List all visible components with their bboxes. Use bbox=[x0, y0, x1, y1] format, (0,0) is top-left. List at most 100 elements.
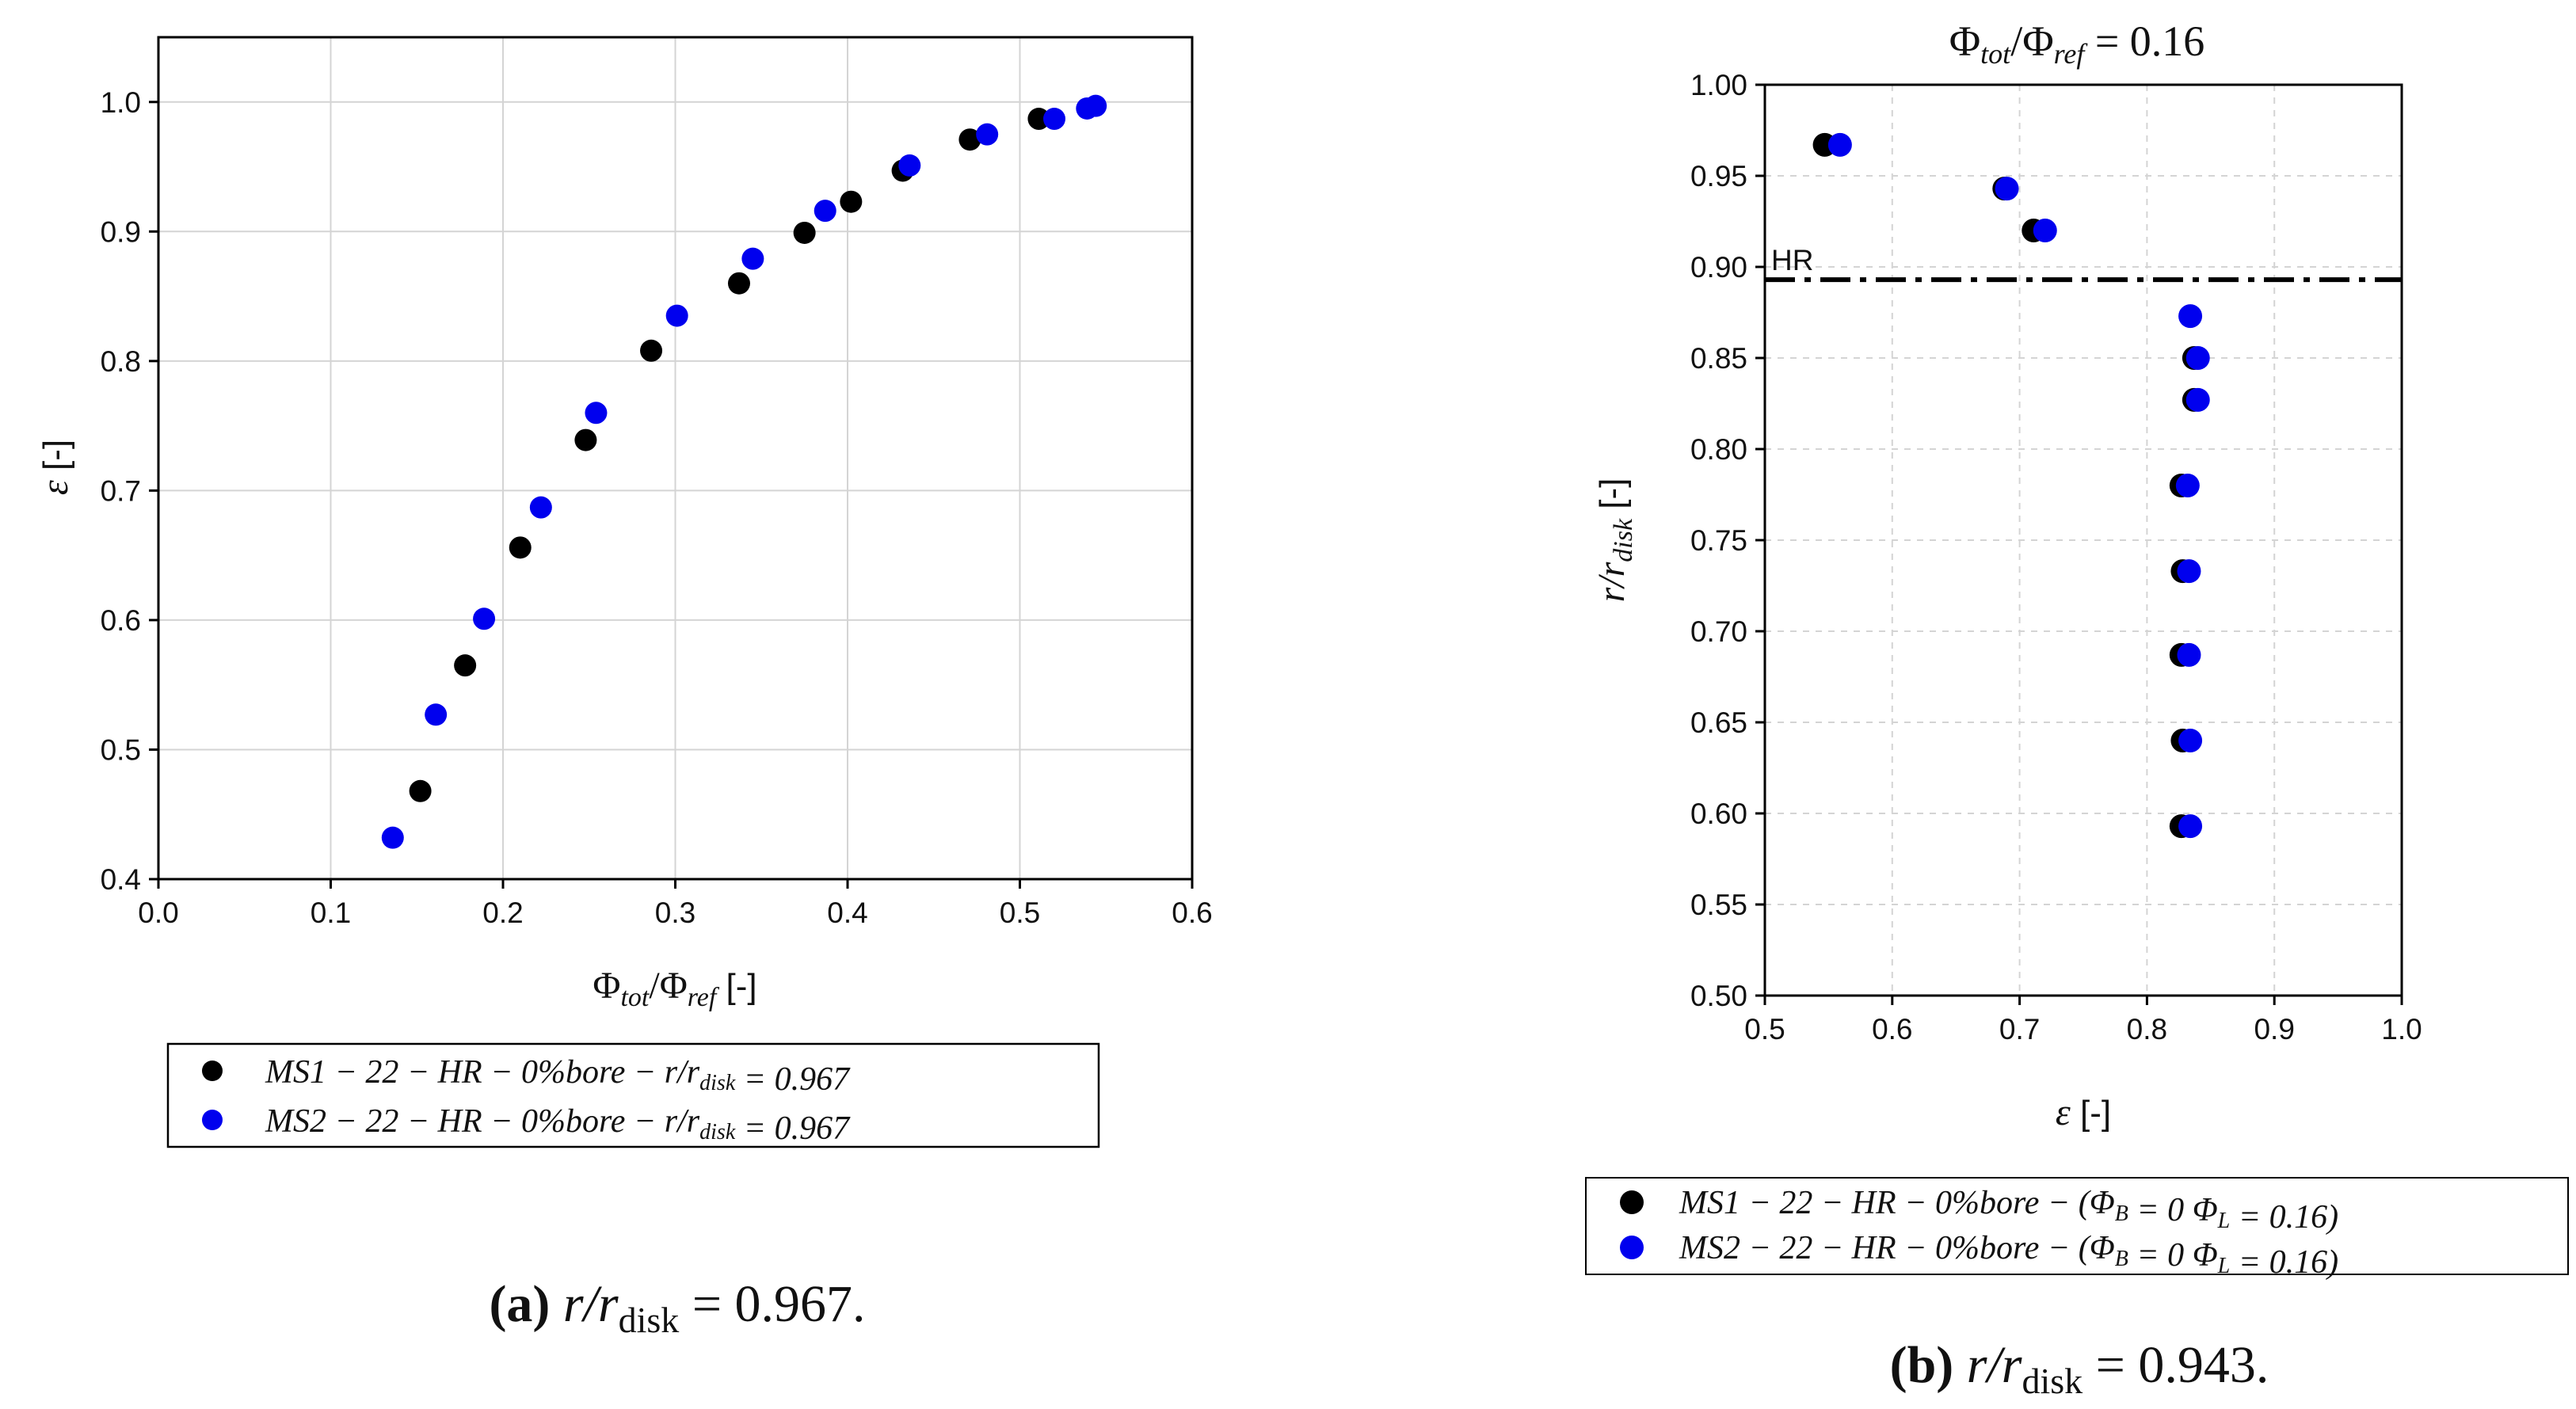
data-point-ms1 bbox=[574, 428, 597, 451]
y-tick-label: 0.5 bbox=[101, 733, 141, 766]
data-point-ms2 bbox=[1084, 94, 1107, 117]
data-point-ms2 bbox=[1043, 108, 1065, 131]
data-point-ms1 bbox=[958, 128, 981, 151]
data-point-ms2 bbox=[473, 607, 496, 630]
y-tick-label: 0.95 bbox=[1690, 160, 1747, 192]
y-tick-label: 0.8 bbox=[101, 345, 141, 378]
data-point-ms1 bbox=[640, 339, 663, 362]
chart-b-title: Φtot/Φref = 0.16 bbox=[1949, 17, 2205, 70]
caption-b-value: = 0.943. bbox=[2083, 1336, 2269, 1394]
data-point-ms2 bbox=[2033, 219, 2057, 242]
y-tick-label: 0.70 bbox=[1690, 615, 1747, 648]
data-point-ms2 bbox=[1827, 132, 1852, 157]
y-tick-label: 1.0 bbox=[101, 86, 141, 119]
y-tick-label: 0.90 bbox=[1690, 251, 1747, 284]
chart-panel-a: 0.0 0.1 0.2 0.3 0.4 0.5 0.6 0.4 0.5 0.6 0.7 0.8 0.9 1… bbox=[34, 36, 1213, 1340]
chart-b-ticks: 0.5 0.6 0.7 0.8 0.9 1.0 0.50 0.55 0.60 0.65 0.70 0.… bbox=[1690, 69, 2422, 1045]
y-tick-label: 0.65 bbox=[1690, 706, 1747, 739]
x-tick-label: 1.0 bbox=[2381, 1013, 2422, 1045]
data-point-ms1 bbox=[509, 536, 532, 559]
caption-b-text: r/r bbox=[1967, 1336, 2022, 1394]
y-tick-label: 0.7 bbox=[101, 474, 141, 507]
chart-b-caption: (b) r/rdisk = 0.943. bbox=[1890, 1336, 2269, 1401]
data-point-ms2 bbox=[2178, 814, 2203, 839]
chart-b-legend-label-ms2: MS2 − 22 − HR − 0%bore − (ΦB = 0 ΦL = 0.… bbox=[1679, 1230, 2338, 1281]
chart-a-legend-label-ms1: MS1 − 22 − HR − 0%bore − r/rdisk = 0.967 bbox=[265, 1054, 851, 1098]
caption-b-label: (b) bbox=[1890, 1336, 1954, 1394]
data-point-ms2 bbox=[585, 402, 608, 425]
chart-a-ticks: 0.0 0.1 0.2 0.3 0.4 0.5 0.6 0.4 0.5 0.6 0.7 0.8 0.9 1… bbox=[101, 86, 1213, 929]
data-point-ms2 bbox=[2185, 387, 2210, 412]
y-tick-label: 1.00 bbox=[1690, 69, 1747, 101]
x-tick-label: 0.6 bbox=[1872, 1013, 1912, 1045]
y-tick-label: 0.60 bbox=[1690, 798, 1747, 830]
chart-b-legend: MS1 − 22 − HR − 0%bore − (ΦB = 0 ΦL = 0.… bbox=[1585, 1177, 2569, 1281]
data-point-ms2 bbox=[814, 200, 836, 223]
y-tick-label: 0.50 bbox=[1690, 980, 1747, 1012]
chart-b-legend-label-ms1: MS1 − 22 − HR − 0%bore − (ΦB = 0 ΦL = 0.… bbox=[1679, 1185, 2338, 1236]
data-point-ms2 bbox=[2177, 642, 2201, 667]
data-point-ms1 bbox=[409, 779, 432, 802]
chart-a-x-axis-label: Φtot/Φref [-] bbox=[593, 965, 756, 1012]
data-point-ms2 bbox=[1995, 177, 2019, 201]
caption-a-text: r/r bbox=[563, 1275, 619, 1333]
chart-b-points bbox=[1812, 132, 2210, 839]
caption-a-value: = 0.967. bbox=[679, 1275, 865, 1333]
chart-a-legend: MS1 − 22 − HR − 0%bore − r/rdisk = 0.967… bbox=[166, 1042, 1100, 1148]
data-point-ms2 bbox=[2175, 474, 2200, 497]
x-tick-label: 0.4 bbox=[827, 897, 867, 929]
data-point-ms2 bbox=[529, 496, 552, 519]
chart-panel-b: Φtot/Φref = 0.16 0.5 0.6 0.7 0.8 0.9 1.00.500… bbox=[1585, 17, 2569, 1401]
data-point-ms1 bbox=[840, 190, 863, 213]
chart-a-legend-marker-ms2 bbox=[202, 1110, 223, 1130]
caption-a-label: (a) bbox=[489, 1275, 550, 1333]
x-tick-label: 0.8 bbox=[2127, 1013, 2167, 1045]
data-point-ms2 bbox=[976, 123, 999, 146]
data-point-ms2 bbox=[2178, 304, 2203, 329]
data-point-ms2 bbox=[2185, 346, 2210, 370]
chart-b-y-axis-label: r/rdisk [-] bbox=[1591, 478, 1638, 603]
chart-a-legend-label-ms2: MS2 − 22 − HR − 0%bore − r/rdisk = 0.967 bbox=[265, 1103, 851, 1147]
x-tick-label: 0.3 bbox=[655, 897, 695, 929]
x-tick-label: 0.0 bbox=[138, 897, 178, 929]
data-point-ms2 bbox=[2178, 729, 2203, 752]
data-point-ms2 bbox=[425, 703, 448, 726]
x-tick-label: 0.6 bbox=[1172, 897, 1212, 929]
caption-b-subscript: disk bbox=[2022, 1361, 2083, 1401]
data-point-ms2 bbox=[741, 247, 764, 270]
chart-b-grid bbox=[1765, 85, 2402, 996]
data-point-ms1 bbox=[727, 272, 750, 295]
data-point-ms2 bbox=[898, 154, 921, 177]
y-tick-label: 0.75 bbox=[1690, 524, 1747, 557]
data-point-ms1 bbox=[454, 654, 477, 677]
y-tick-label: 0.4 bbox=[101, 863, 141, 896]
chart-b-legend-marker-ms2 bbox=[1620, 1236, 1644, 1259]
y-tick-label: 0.55 bbox=[1690, 889, 1747, 921]
y-tick-label: 0.9 bbox=[101, 215, 141, 248]
chart-b-hr-reference-line: HR bbox=[1765, 244, 2402, 283]
x-tick-label: 0.5 bbox=[1744, 1013, 1785, 1045]
x-tick-label: 0.2 bbox=[482, 897, 523, 929]
data-point-ms1 bbox=[793, 221, 816, 244]
y-tick-label: 0.85 bbox=[1690, 342, 1747, 375]
chart-a-y-axis-label: ε [-] bbox=[34, 440, 76, 495]
chart-a-grid bbox=[158, 37, 1192, 879]
x-tick-label: 0.1 bbox=[311, 897, 351, 929]
x-tick-label: 0.7 bbox=[1999, 1013, 2040, 1045]
chart-b-x-axis-label: ε [-] bbox=[2056, 1091, 2111, 1133]
data-point-ms2 bbox=[2177, 559, 2201, 584]
chart-a-caption: (a) r/rdisk = 0.967. bbox=[489, 1275, 865, 1340]
y-tick-label: 0.80 bbox=[1690, 433, 1747, 466]
chart-b-legend-marker-ms1 bbox=[1620, 1190, 1644, 1214]
data-point-ms1 bbox=[1027, 108, 1050, 131]
data-point-ms2 bbox=[381, 826, 404, 849]
data-point-ms2 bbox=[665, 304, 688, 327]
x-tick-label: 0.5 bbox=[1000, 897, 1040, 929]
chart-a-points bbox=[381, 94, 1107, 849]
x-tick-label: 0.9 bbox=[2254, 1013, 2294, 1045]
y-tick-label: 0.6 bbox=[101, 604, 141, 637]
caption-a-subscript: disk bbox=[619, 1300, 680, 1340]
hr-reference-label: HR bbox=[1771, 244, 1813, 276]
chart-a-legend-marker-ms1 bbox=[202, 1061, 223, 1081]
